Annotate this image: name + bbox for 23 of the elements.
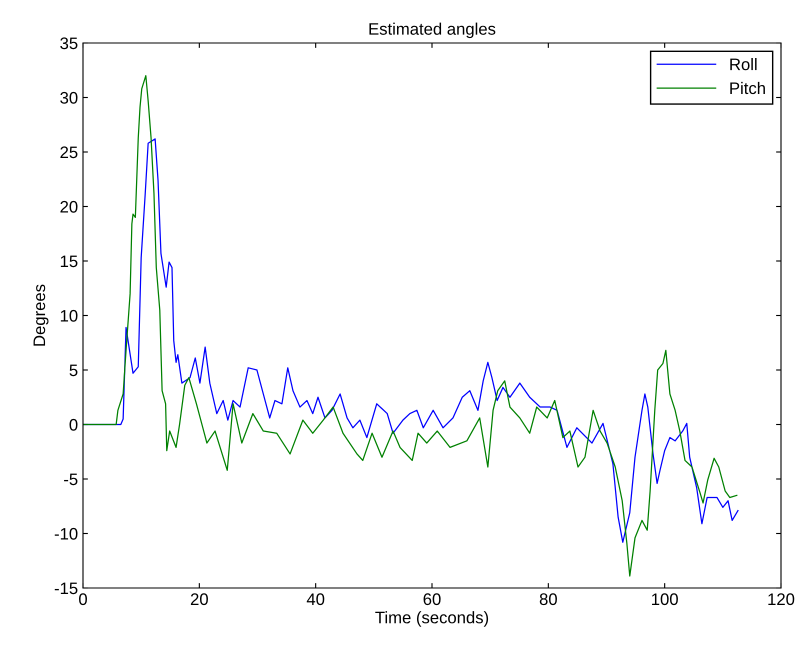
y-tick-label: 15 bbox=[60, 256, 78, 268]
y-tick-label: -5 bbox=[64, 474, 78, 486]
chart-title: Estimated angles bbox=[369, 22, 496, 38]
y-tick-label: 5 bbox=[70, 364, 78, 376]
y-tick-label: -10 bbox=[54, 528, 78, 540]
y-axis-title: Degrees bbox=[34, 284, 48, 346]
y-tick-label: -15 bbox=[54, 582, 78, 594]
x-tick-label: 100 bbox=[652, 593, 678, 606]
x-tick-label: 120 bbox=[768, 593, 794, 606]
y-tick-label: 10 bbox=[60, 310, 78, 322]
y-tick-label: 20 bbox=[60, 200, 78, 213]
x-tick-label: 40 bbox=[306, 593, 324, 606]
y-tick-label: 30 bbox=[60, 92, 78, 104]
legend-label: Pitch bbox=[730, 82, 765, 94]
y-tick-label: 35 bbox=[60, 37, 78, 50]
x-tick-label: 0 bbox=[79, 593, 87, 606]
legend-label: Roll bbox=[730, 58, 757, 70]
x-axis-title: Time (seconds) bbox=[375, 611, 488, 627]
x-tick-label: 60 bbox=[424, 593, 441, 606]
x-tick-label: 20 bbox=[190, 593, 208, 606]
y-tick-label: 0 bbox=[70, 418, 78, 431]
x-tick-label: 80 bbox=[540, 593, 557, 606]
y-tick-label: 25 bbox=[60, 146, 78, 158]
